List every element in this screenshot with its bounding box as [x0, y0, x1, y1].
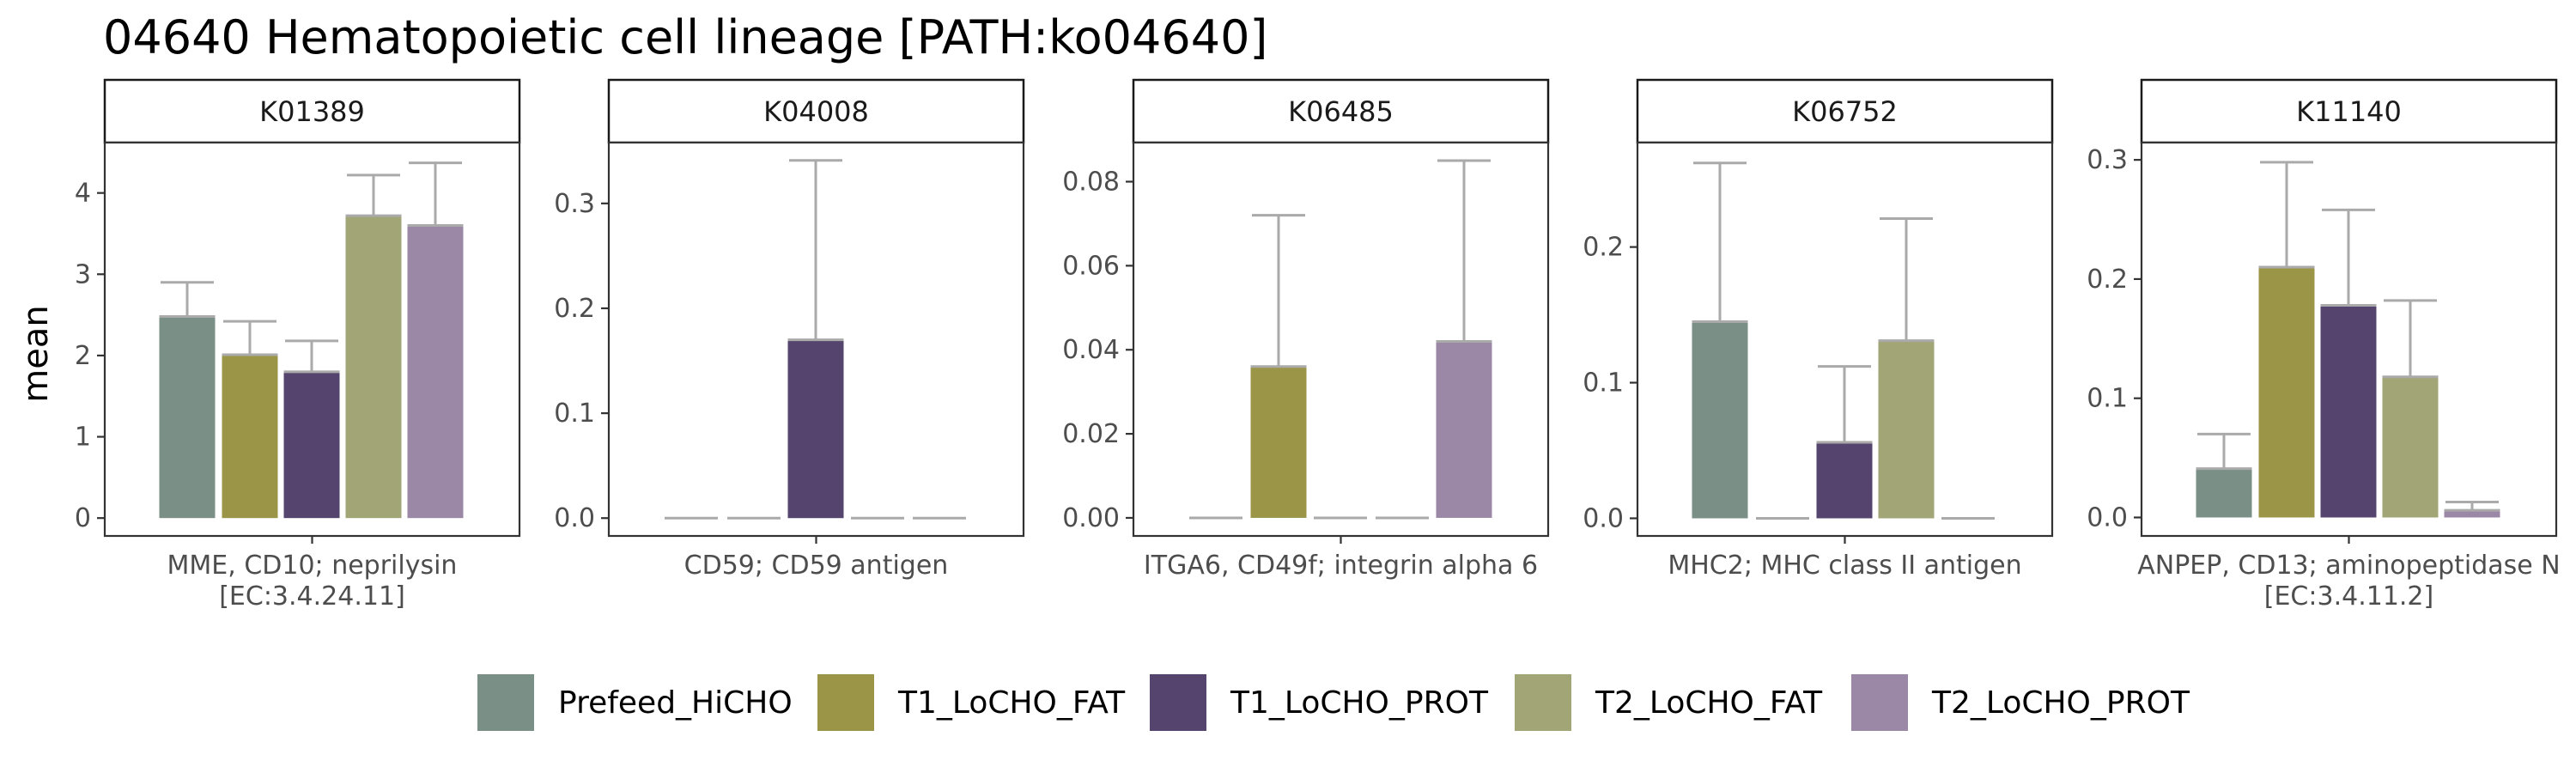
y-tick-label: 0.0	[1583, 503, 1624, 533]
legend-item-T2_LoCHO_PROT: T2_LoCHO_PROT	[1851, 674, 2190, 731]
bar	[407, 225, 464, 519]
x-category-label-line: ANPEP, CD13; aminopeptidase N	[2137, 551, 2560, 581]
facet-strip-label: K06485	[1288, 95, 1394, 128]
facet-strip	[2140, 78, 2558, 144]
x-category-label-line: MME, CD10; neprilysin	[167, 551, 458, 581]
bar	[787, 339, 844, 519]
bar	[2258, 267, 2315, 518]
facet-panel-K01389: K01389 0 1 2 3 4 MME, CD10; neprilysin [EC:3.4.…	[75, 78, 521, 612]
bar	[1250, 366, 1307, 518]
y-tick-label: 0.1	[1583, 368, 1624, 399]
legend-swatch	[1515, 674, 1571, 731]
x-category-label: MHC2; MHC class II antigen	[1668, 551, 2021, 581]
bar	[2444, 510, 2500, 518]
y-tick-label: 0.1	[554, 399, 595, 429]
y-tick-label: 1	[75, 423, 91, 453]
y-tick-label: 0.3	[554, 189, 595, 219]
y-tick-label: 0.04	[1062, 335, 1120, 365]
x-category-label-line: MHC2; MHC class II antigen	[1668, 551, 2021, 581]
y-tick-label: 0.0	[554, 503, 595, 533]
legend-item-T2_LoCHO_FAT: T2_LoCHO_FAT	[1515, 674, 1823, 731]
x-category-label-line: [EC:3.4.24.11]	[219, 581, 405, 612]
legend-label: T1_LoCHO_PROT	[1230, 685, 1489, 721]
facet-panel-K06485: K06485 0.00 0.02 0.04 0.06 0.08 ITGA6, CD49f; …	[1062, 78, 1550, 581]
facet-strip	[1132, 78, 1550, 144]
x-category-label: ANPEP, CD13; aminopeptidase N [EC:3.4.11.…	[2137, 551, 2560, 612]
facet-strip-label: K06752	[1792, 95, 1898, 128]
facet-panel-K11140: K11140 0.0 0.1 0.2 0.3 ANPEP, CD13; aminopept…	[2087, 78, 2561, 612]
bar	[2382, 376, 2439, 518]
facet-panel-K06752: K06752 0.0 0.1 0.2 MHC2; MHC class II antige…	[1583, 78, 2054, 581]
bar	[345, 216, 402, 519]
bar	[2320, 305, 2377, 518]
facet-panel-K04008: K04008 0.0 0.1 0.2 0.3 CD59; CD59 antigen	[554, 78, 1025, 581]
legend-item-T1_LoCHO_PROT: T1_LoCHO_PROT	[1150, 674, 1489, 731]
y-tick-label: 0.08	[1062, 167, 1120, 198]
y-tick-label: 3	[75, 259, 91, 289]
legend-item-Prefeed_HiCHO: Prefeed_HiCHO	[477, 674, 793, 731]
bar	[1436, 341, 1492, 518]
facet-strip	[1636, 78, 2054, 144]
legend: Prefeed_HiCHO T1_LoCHO_FAT T1_LoCHO_PROT T2…	[477, 674, 2190, 731]
legend-swatch	[1150, 674, 1206, 731]
y-tick-label: 0.0	[2087, 502, 2128, 533]
y-tick-label: 0.2	[2087, 265, 2128, 295]
legend-label: T2_LoCHO_PROT	[1931, 685, 2190, 721]
x-category-label: ITGA6, CD49f; integrin alpha 6	[1144, 551, 1538, 581]
y-tick-label: 0.02	[1062, 419, 1120, 449]
legend-label: Prefeed_HiCHO	[558, 685, 793, 721]
y-tick-label: 0.3	[2087, 145, 2128, 175]
legend-swatch	[817, 674, 874, 731]
facet-strip	[607, 78, 1025, 144]
x-category-label-line: [EC:3.4.11.2]	[2264, 581, 2433, 612]
legend-item-T1_LoCHO_FAT: T1_LoCHO_FAT	[817, 674, 1126, 731]
y-tick-label: 0.06	[1062, 251, 1120, 281]
y-tick-label: 2	[75, 341, 91, 371]
x-category-label: MME, CD10; neprilysin [EC:3.4.24.11]	[167, 551, 458, 612]
y-tick-label: 0	[75, 503, 91, 533]
facet-strip-label: K01389	[259, 95, 365, 128]
y-tick-label: 0.2	[554, 294, 595, 324]
y-tick-label: 4	[75, 179, 91, 209]
legend-label: T1_LoCHO_FAT	[897, 685, 1126, 721]
bar	[222, 354, 278, 519]
y-tick-label: 0.00	[1062, 503, 1120, 533]
bar	[1692, 321, 1748, 519]
x-category-label-line: CD59; CD59 antigen	[684, 551, 949, 581]
legend-label: T2_LoCHO_FAT	[1595, 685, 1823, 721]
legend-swatch	[1851, 674, 1908, 731]
x-category-label-line: ITGA6, CD49f; integrin alpha 6	[1144, 551, 1538, 581]
y-tick-label: 0.2	[1583, 233, 1624, 263]
bar	[283, 371, 340, 519]
bar	[1878, 340, 1935, 519]
legend-swatch	[477, 674, 534, 731]
facet-strip-label: K04008	[763, 95, 869, 128]
bar	[1816, 442, 1873, 519]
y-axis-label: mean	[16, 305, 56, 402]
facet-strip-label: K11140	[2296, 95, 2402, 128]
chart-title: 04640 Hematopoietic cell lineage [PATH:k…	[103, 10, 1268, 64]
x-category-label: CD59; CD59 antigen	[684, 551, 949, 581]
facet-strip	[103, 78, 521, 144]
bar	[2196, 468, 2252, 518]
bar	[159, 316, 216, 519]
y-tick-label: 0.1	[2087, 384, 2128, 414]
